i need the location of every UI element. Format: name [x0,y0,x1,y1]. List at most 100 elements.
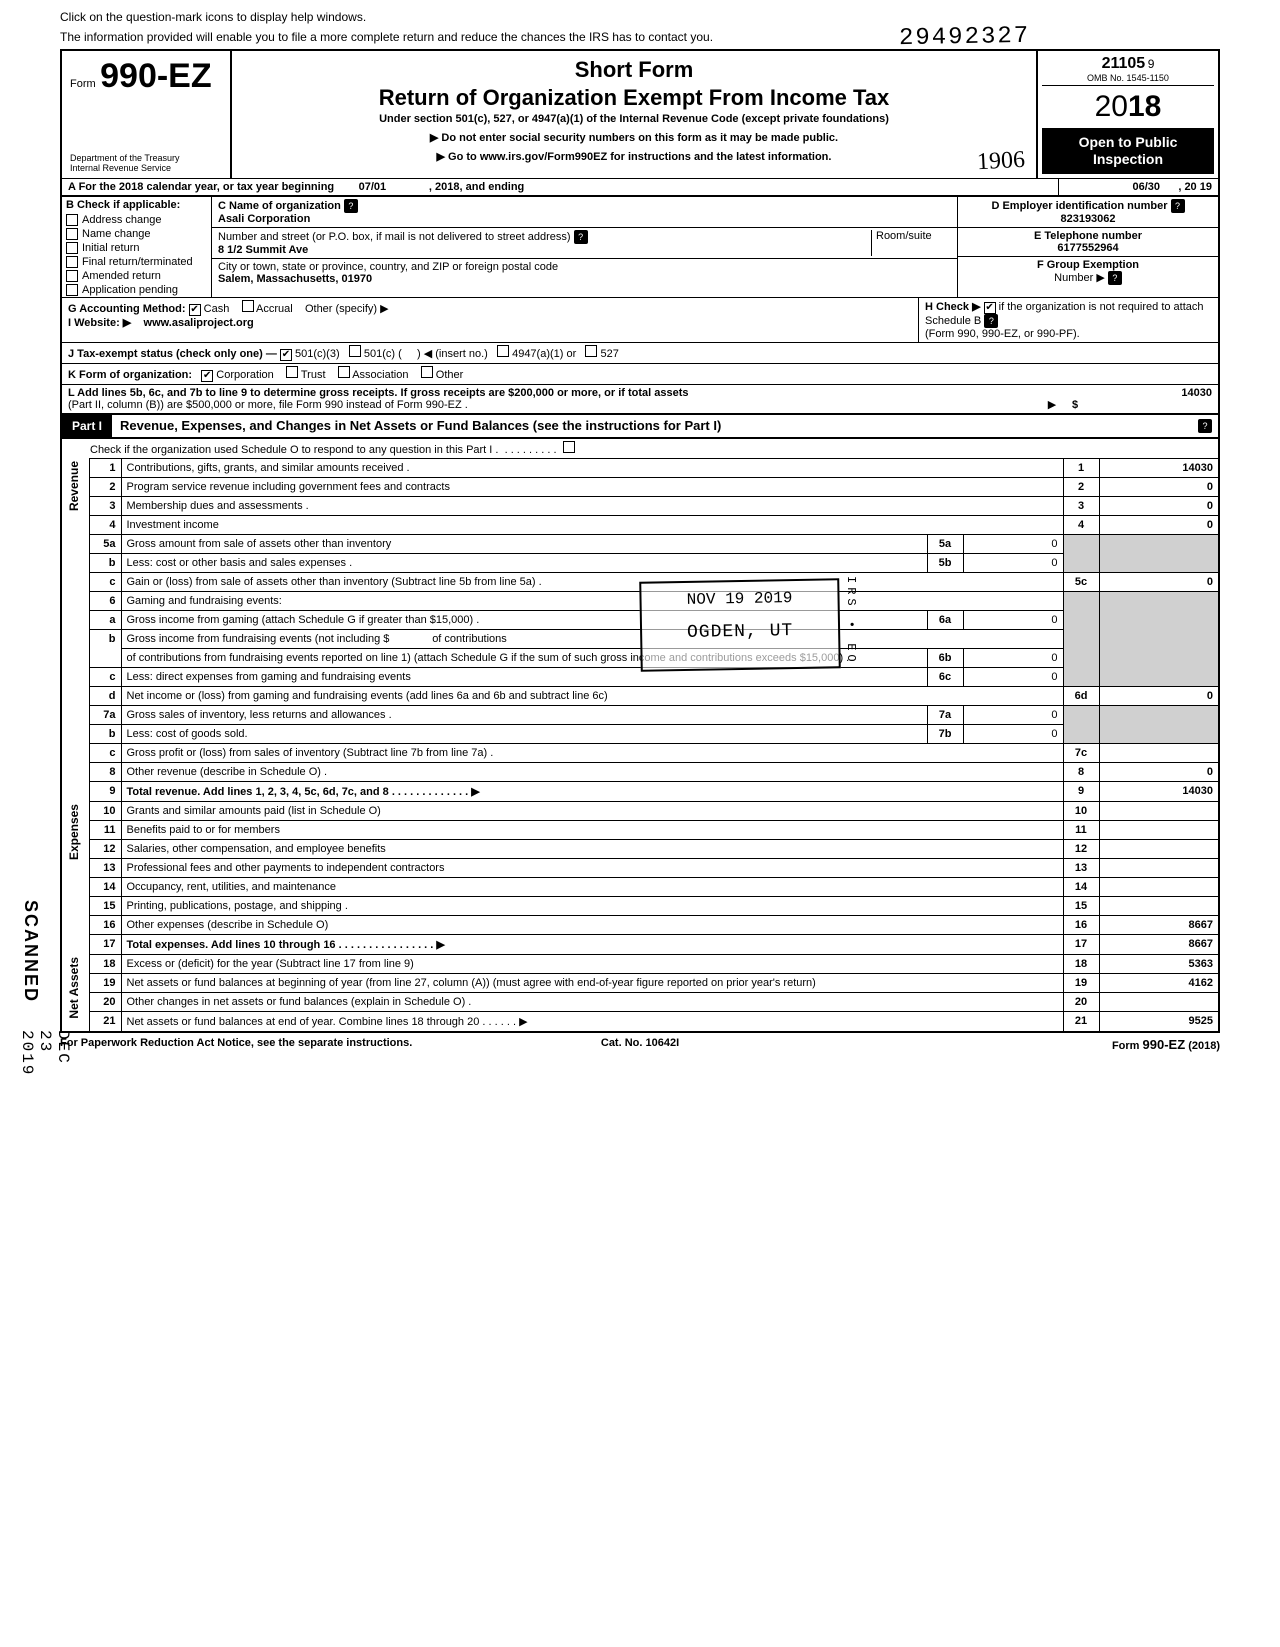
ln-6a-sn: 6a [927,610,963,629]
ck-4947[interactable] [497,345,509,357]
ln-6d-t: Net income or (loss) from gaming and fun… [121,686,1063,705]
sub-title: Under section 501(c), 527, or 4947(a)(1)… [240,113,1028,125]
ln-12-t: Salaries, other compensation, and employ… [121,839,1063,858]
ln-13-v [1099,858,1219,877]
ln-14-v [1099,877,1219,896]
omb-suf: 9 [1148,57,1155,71]
j-c: 501(c) ( [364,348,402,360]
row-a-begin: 07/01 [359,181,387,193]
ln-19-v: 4162 [1099,973,1219,992]
ln-5b-sn: 5b [927,553,963,572]
ln-16-v: 8667 [1099,915,1219,934]
ln-7c-v [1099,743,1219,762]
ln-19-n: 19 [89,973,121,992]
ein: 823193062 [1060,213,1115,225]
b-header: B Check if applicable: [62,197,211,213]
ln-18-t: Excess or (deficit) for the year (Subtra… [121,954,1063,973]
help-icon[interactable]: ? [1108,271,1122,285]
help-icon[interactable]: ? [574,230,588,244]
ln-6c-sv: 0 [963,667,1063,686]
ln-3-n: 3 [89,496,121,515]
i-label: I Website: ▶ [68,317,131,329]
ln-11-v [1099,820,1219,839]
ln-13-t: Professional fees and other payments to … [121,858,1063,877]
l-line1: L Add lines 5b, 6c, and 7b to line 9 to … [68,387,689,399]
g-cash: Cash [204,303,230,315]
help-icon[interactable]: ? [1198,419,1212,433]
ln-5b-t: Less: cost or other basis and sales expe… [121,553,927,572]
ln-4-t: Investment income [121,515,1063,534]
ln-7c-cn: 7c [1063,743,1099,762]
ln-10-t: Grants and similar amounts paid (list in… [121,801,1063,820]
ln-2-v: 0 [1099,477,1219,496]
ln-20-t: Other changes in net assets or fund bala… [121,992,1063,1011]
help-icon[interactable]: ? [344,199,358,213]
addr-label: Number and street (or P.O. box, if mail … [218,231,571,243]
ck-name-change[interactable] [66,228,78,240]
ln-6d-v: 0 [1099,686,1219,705]
b-opt-2: Initial return [82,242,139,254]
g-label: G Accounting Method: [68,303,186,315]
city-label: City or town, state or province, country… [218,261,558,273]
g-other: Other (specify) ▶ [305,303,389,315]
ln-20-n: 20 [89,992,121,1011]
k-label: K Form of organization: [68,369,192,381]
footer-yr: (2018) [1185,1040,1220,1052]
help-icon[interactable]: ? [984,314,998,328]
year-bold: 18 [1128,90,1161,123]
ck-cash[interactable]: ✔ [189,304,201,316]
ln-6c-n: c [89,667,121,686]
ln-6a-n: a [89,610,121,629]
ln-7c-n: c [89,743,121,762]
l-dollar: $ [1072,399,1092,411]
ln-4-n: 4 [89,515,121,534]
ln-2-cn: 2 [1063,477,1099,496]
help-icon[interactable]: ? [1171,199,1185,213]
ln-5c-n: c [89,572,121,591]
ck-amended-return[interactable] [66,270,78,282]
org-name: Asali Corporation [218,213,310,225]
website: www.asaliproject.org [144,317,254,329]
ln-10-v [1099,801,1219,820]
ln-11-cn: 11 [1063,820,1099,839]
ck-accrual[interactable] [242,300,254,312]
ln-14-cn: 14 [1063,877,1099,896]
ck-trust[interactable] [286,366,298,378]
ck-other-org[interactable] [421,366,433,378]
side-expenses: Expenses [67,804,81,860]
row-a-mid: , 2018, and ending [429,181,524,193]
ck-assoc[interactable] [338,366,350,378]
ln-17-t: Total expenses. Add lines 10 through 16 … [121,934,1063,954]
ck-corp[interactable]: ✔ [201,370,213,382]
ck-h[interactable]: ✔ [984,302,996,314]
ln-17-v: 8667 [1099,934,1219,954]
e-label: E Telephone number [1034,230,1142,242]
ck-application-pending[interactable] [66,284,78,296]
ln-1-n: 1 [89,458,121,477]
ln-2-n: 2 [89,477,121,496]
ck-501c3[interactable]: ✔ [280,349,292,361]
h-text3: (Form 990, 990-EZ, or 990-PF). [925,328,1080,340]
ln-5c-v: 0 [1099,572,1219,591]
help-tip-1: Click on the question-mark icons to disp… [60,10,1220,26]
ln-3-t: Membership dues and assessments . [121,496,1063,515]
j-a1: 4947(a)(1) or [512,348,576,360]
ln-12-n: 12 [89,839,121,858]
ck-initial-return[interactable] [66,242,78,254]
ln-6b-sn: 6b [927,648,963,667]
ln-21-v: 9525 [1099,1011,1219,1032]
ck-schedule-o[interactable] [563,441,575,453]
ln-9-n: 9 [89,781,121,801]
ln-7b-n: b [89,724,121,743]
ln-8-v: 0 [1099,762,1219,781]
ck-final-return[interactable] [66,256,78,268]
row-a-label: A For the 2018 calendar year, or tax yea… [68,181,334,193]
ln-5b-n: b [89,553,121,572]
footer-right-pre: Form [1112,1040,1143,1052]
ck-address-change[interactable] [66,214,78,226]
ln-1-v: 14030 [1099,458,1219,477]
ck-501c[interactable] [349,345,361,357]
j-c3: 501(c)(3) [295,348,340,360]
ck-527[interactable] [585,345,597,357]
ln-15-n: 15 [89,896,121,915]
